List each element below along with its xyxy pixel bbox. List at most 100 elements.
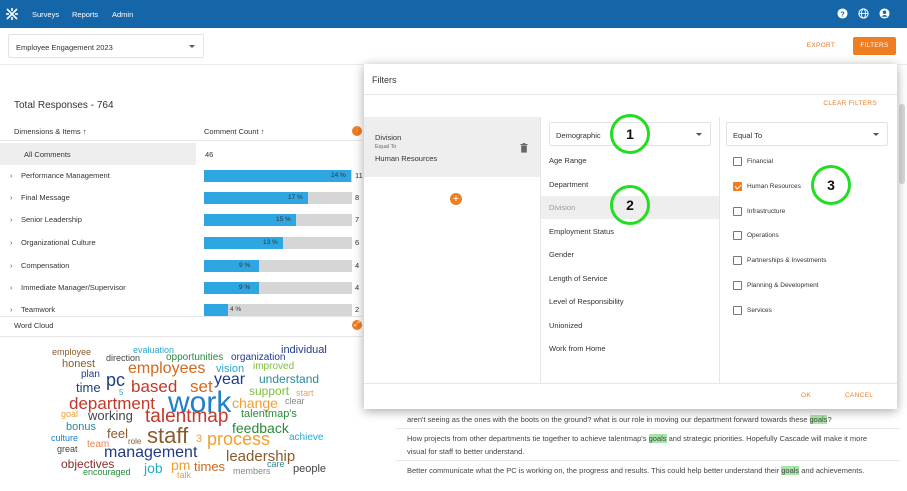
word-cloud-word[interactable]: encouraged [83, 467, 131, 477]
word-cloud-word[interactable]: process [207, 429, 271, 449]
category-option[interactable]: Level of Responsibility [549, 297, 624, 306]
chevron-right-icon[interactable]: › [10, 261, 13, 270]
word-cloud-word[interactable]: management [104, 444, 198, 461]
word-cloud-word[interactable]: year [214, 371, 246, 388]
word-cloud-word[interactable]: leadership [226, 448, 296, 465]
word-cloud-word[interactable]: evaluation [133, 345, 175, 355]
delete-filter-icon[interactable] [520, 143, 528, 153]
word-cloud-word[interactable]: role [128, 437, 142, 446]
help-icon[interactable]: ? [837, 8, 848, 19]
word-cloud-word[interactable]: team [87, 439, 110, 450]
word-cloud-word[interactable]: talentmap [145, 406, 229, 427]
word-cloud-word[interactable]: individual [281, 344, 327, 356]
nav-admin[interactable]: Admin [112, 10, 134, 19]
active-filter-chip[interactable] [364, 117, 540, 177]
word-cloud-word[interactable]: direction [106, 353, 141, 363]
word-cloud-word[interactable]: employee [52, 347, 92, 357]
dimension-row-label[interactable]: › Performance Management [10, 171, 110, 180]
column-settings-icon[interactable]: ⫶ [352, 126, 362, 136]
word-cloud-word[interactable]: pm [171, 457, 191, 473]
category-option[interactable]: Employment Status [549, 226, 615, 236]
word-cloud-word[interactable]: feedback [232, 420, 289, 436]
word-cloud-word[interactable]: times [194, 459, 226, 474]
category-option[interactable]: Unionized [549, 320, 583, 330]
word-cloud-word[interactable]: 5 [119, 388, 124, 397]
word-cloud-word[interactable]: staff [147, 423, 189, 448]
word-cloud-word[interactable]: department [69, 394, 155, 413]
chevron-right-icon[interactable]: › [10, 305, 13, 314]
word-cloud-word[interactable]: support [249, 384, 290, 398]
word-cloud-word[interactable]: job [144, 460, 163, 476]
word-cloud-word[interactable]: organization [231, 352, 286, 363]
word-cloud-word[interactable]: culture [51, 433, 79, 443]
word-cloud-word[interactable]: great [57, 444, 78, 454]
word-cloud-word[interactable]: 3 [196, 433, 203, 445]
chevron-right-icon[interactable]: › [10, 171, 13, 180]
cancel-button[interactable]: CANCEL [845, 392, 874, 399]
filters-button[interactable]: FILTERS [853, 37, 896, 55]
word-cloud-word[interactable]: pc [106, 370, 126, 390]
add-filter-button[interactable]: + [450, 193, 462, 205]
word-cloud-word[interactable]: plan [81, 369, 100, 380]
dimension-row-label[interactable]: › Senior Leadership [10, 215, 82, 224]
chevron-right-icon[interactable]: › [10, 238, 13, 247]
word-cloud-word[interactable]: achieve [289, 432, 324, 443]
checkbox-icon[interactable] [733, 305, 742, 315]
chevron-right-icon[interactable]: › [10, 193, 13, 202]
word-cloud-word[interactable]: objectives [61, 457, 115, 471]
survey-select[interactable]: Employee Engagement 2023 [8, 34, 204, 58]
word-cloud-word[interactable]: vision [216, 363, 245, 375]
category-option[interactable]: Length of Service [549, 273, 608, 283]
comment-count-column-header[interactable]: Comment Count ↑ [204, 127, 264, 136]
word-cloud-word[interactable]: opportunities [166, 352, 224, 363]
all-comments-row[interactable] [0, 143, 196, 165]
dimension-row-label[interactable]: › Immediate Manager/Supervisor [10, 283, 126, 292]
word-cloud-word[interactable]: talentmap's [241, 408, 297, 420]
word-cloud-word[interactable]: members [233, 466, 271, 476]
word-cloud-word[interactable]: bonus [66, 421, 96, 433]
category-option[interactable]: Gender [549, 250, 575, 259]
checkbox-icon[interactable] [733, 157, 742, 166]
word-cloud-word[interactable]: care [267, 459, 285, 469]
word-cloud-word[interactable]: working [88, 408, 133, 423]
ok-button[interactable]: OK [801, 392, 811, 399]
word-cloud-word[interactable]: time [76, 380, 101, 395]
word-cloud-word[interactable]: talk [177, 470, 192, 480]
word-cloud-word[interactable]: understand [259, 372, 320, 386]
checkbox-icon[interactable] [733, 281, 742, 290]
word-cloud-word[interactable]: start [296, 388, 314, 398]
nav-reports[interactable]: Reports [72, 10, 99, 19]
page-scrollbar[interactable] [899, 104, 905, 184]
chevron-right-icon[interactable]: › [10, 215, 13, 224]
checkbox-icon[interactable] [733, 256, 742, 266]
checkbox-checked-icon[interactable] [733, 181, 742, 191]
word-cloud-word[interactable]: work [168, 386, 232, 419]
word-cloud-word[interactable]: based [131, 377, 178, 396]
dimension-row-label[interactable]: › Teamwork [10, 305, 55, 314]
word-cloud-word[interactable]: change [232, 395, 278, 411]
dimension-row-label[interactable]: › Compensation [10, 261, 69, 270]
category-option[interactable]: Department [549, 179, 589, 189]
word-cloud-word[interactable]: employees [128, 360, 206, 377]
dimensions-column-header[interactable]: Dimensions & Items ↑ [14, 127, 87, 136]
word-cloud-word[interactable]: feel [107, 426, 128, 441]
expand-icon[interactable]: ⤢ [352, 320, 362, 330]
checkbox-icon[interactable] [733, 231, 742, 241]
export-button[interactable]: EXPORT [806, 42, 836, 49]
clear-filters-button[interactable]: CLEAR FILTERS [823, 100, 877, 107]
operator-select[interactable]: Equal To [726, 122, 888, 146]
checkbox-icon[interactable] [733, 206, 742, 216]
word-cloud-word[interactable]: honest [62, 358, 96, 370]
word-cloud-word[interactable]: clear [285, 396, 305, 406]
dimension-row-label[interactable]: › Organizational Culture [10, 238, 96, 247]
chevron-right-icon[interactable]: › [10, 283, 13, 292]
dimension-row-label[interactable]: › Final Message [10, 193, 70, 202]
globe-icon[interactable] [858, 8, 869, 19]
word-cloud-word[interactable]: people [293, 463, 327, 475]
word-cloud-word[interactable]: set [190, 377, 213, 396]
word-cloud-word[interactable]: improved [253, 361, 295, 372]
category-option[interactable]: Age Range [549, 156, 587, 165]
category-option[interactable]: Work from Home [549, 344, 606, 353]
account-icon[interactable] [879, 8, 890, 19]
nav-surveys[interactable]: Surveys [32, 10, 60, 19]
